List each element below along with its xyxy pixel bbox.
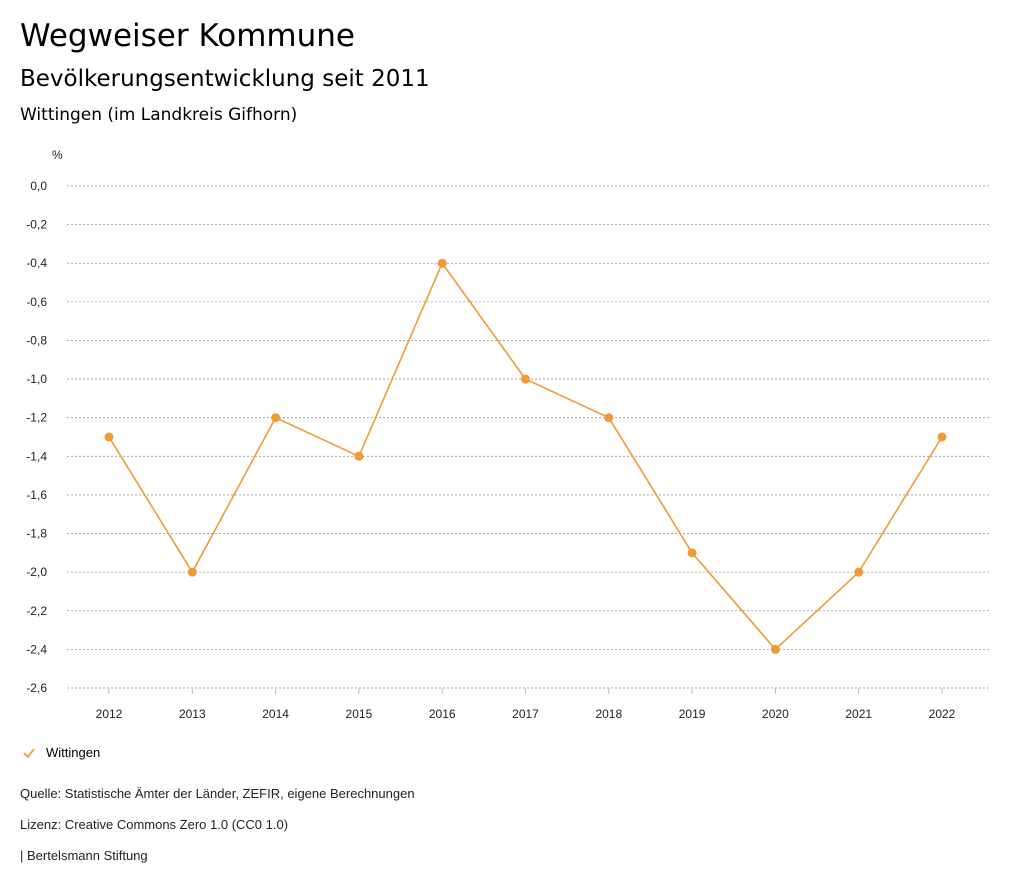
data-point	[521, 374, 530, 384]
region-label: Wittingen (im Landkreis Gifhorn)	[20, 105, 298, 125]
x-tick-label: 2015	[346, 707, 373, 721]
y-tick-label: -2,6	[26, 681, 47, 695]
x-tick-label: 2021	[845, 707, 872, 721]
data-point	[271, 413, 281, 423]
chart-subtitle: Bevölkerungsentwicklung seit 2011	[20, 66, 430, 92]
data-point	[437, 258, 447, 268]
data-point	[770, 644, 780, 654]
x-tick-label: 2017	[512, 707, 539, 721]
y-tick-label: 0,0	[30, 179, 47, 193]
line-chart: % 0,0 -0,2 -0,4 -0,6 -0,8 -1,0 -1,2 -1,4 -1,6 -1,…	[26, 148, 990, 721]
page-title: Wegweiser Kommune	[20, 18, 355, 54]
y-tick-label: -1,8	[26, 527, 47, 541]
y-tick-label: -2,4	[26, 642, 47, 656]
x-tick-label: 2014	[262, 707, 289, 721]
data-point	[187, 567, 197, 577]
y-tick-label: -1,2	[26, 411, 47, 425]
data-point	[604, 413, 614, 423]
x-tick-label: 2020	[762, 707, 789, 721]
y-tick-label: -0,8	[26, 333, 47, 347]
y-tick-label: -0,4	[26, 256, 47, 270]
y-tick-label: -1,0	[26, 372, 47, 386]
brand-note: | Bertelsmann Stiftung	[20, 848, 148, 863]
legend-item-wittingen[interactable]: Wittingen	[22, 745, 100, 760]
y-axis-unit: %	[52, 148, 63, 162]
x-tick-label: 2018	[595, 707, 622, 721]
x-tick-label: 2012	[96, 707, 123, 721]
y-tick-label: -0,2	[26, 218, 47, 232]
data-point	[937, 432, 947, 442]
y-tick-label: -1,4	[26, 449, 47, 463]
series-line-wittingen	[108, 261, 943, 651]
x-tick-label: 2013	[179, 707, 206, 721]
y-tick-label: -2,0	[26, 565, 47, 579]
check-icon	[23, 747, 35, 758]
x-tick-label: 2019	[679, 707, 706, 721]
x-tick-label: 2022	[929, 707, 956, 721]
license-note: Lizenz: Creative Commons Zero 1.0 (CC0 1…	[20, 817, 289, 832]
data-point	[354, 451, 364, 461]
y-tick-label: -0,6	[26, 295, 47, 309]
data-point	[687, 548, 697, 558]
y-tick-label: -1,6	[26, 488, 47, 502]
y-tick-label: -2,2	[26, 604, 47, 618]
data-point	[854, 567, 864, 577]
x-tick-label: 2016	[429, 707, 456, 721]
data-point	[104, 432, 114, 442]
legend-label: Wittingen	[46, 745, 101, 760]
source-note: Quelle: Statistische Ämter der Länder, Z…	[20, 786, 415, 801]
